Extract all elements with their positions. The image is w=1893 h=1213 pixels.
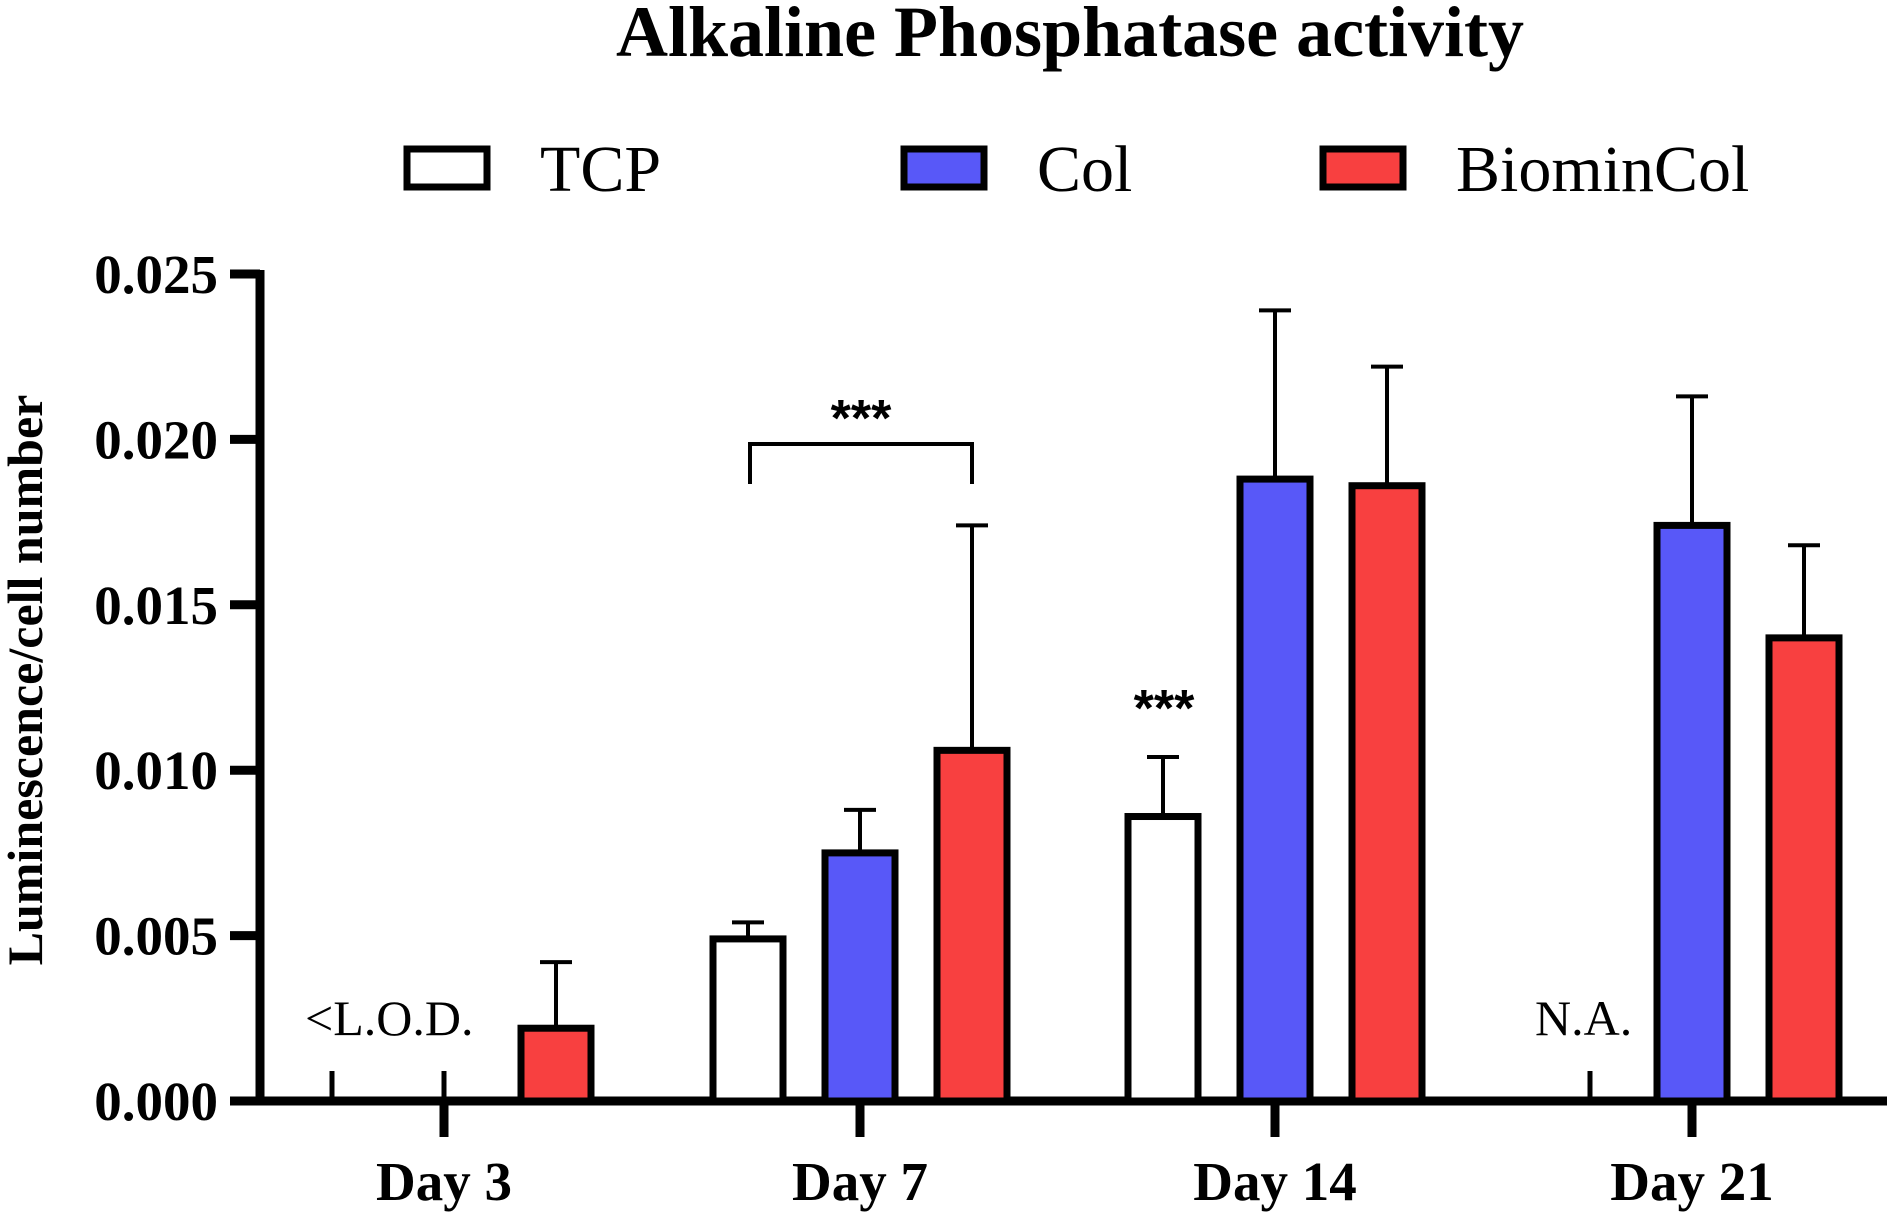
legend-label-col: Col — [1037, 133, 1132, 206]
bar-tcp-day-14 — [1124, 813, 1202, 1105]
chart-title: Alkaline Phosphatase activity — [616, 0, 1524, 72]
bar-biomincol-day-3 — [517, 1024, 595, 1105]
legend: TCP Col BiominCol — [403, 133, 1749, 206]
bar-biomincol-day-7 — [933, 746, 1011, 1105]
bar-biomincol-day-21 — [1765, 634, 1843, 1105]
na-annotation: N.A. — [1535, 990, 1632, 1046]
legend-label-biomincol: BiominCol — [1456, 133, 1749, 206]
axes — [230, 269, 1887, 1137]
y-axis-label: Luminescence/cell number — [0, 395, 53, 966]
bar-col-day-21 — [1653, 521, 1731, 1105]
bar-tcp-day-7 — [709, 935, 787, 1105]
significance-bracket — [748, 442, 974, 484]
x-tick-label: Day 7 — [792, 1151, 928, 1212]
y-tick-label: 0.025 — [94, 244, 218, 305]
y-tick-label: 0.005 — [94, 906, 218, 967]
significance-bracket-label: *** — [831, 390, 892, 448]
lod-annotation: <L.O.D. — [305, 990, 473, 1046]
legend-swatch-tcp — [403, 145, 491, 191]
x-tick-labels: Day 3 Day 7 Day 14 Day 21 — [376, 1151, 1774, 1212]
bars — [329, 475, 1843, 1105]
y-tick-label: 0.000 — [94, 1071, 218, 1132]
legend-swatch-col — [900, 145, 988, 191]
x-tick-label: Day 21 — [1610, 1151, 1773, 1212]
error-bars — [540, 308, 1820, 1029]
y-tick-label: 0.020 — [94, 409, 218, 470]
legend-swatch-biomincol — [1319, 145, 1407, 191]
x-tick-label: Day 3 — [376, 1151, 512, 1212]
y-tick-label: 0.010 — [94, 740, 218, 801]
significance-tcp-day14-label: *** — [1134, 680, 1195, 738]
legend-label-tcp: TCP — [540, 133, 661, 206]
bar-col-day-14 — [1236, 475, 1314, 1105]
bar-biomincol-day-14 — [1348, 482, 1426, 1105]
x-tick-label: Day 14 — [1193, 1151, 1356, 1212]
y-tick-labels: 0.000 0.005 0.010 0.015 0.020 0.025 — [94, 244, 218, 1132]
bar-col-day-7 — [821, 849, 899, 1105]
y-tick-label: 0.015 — [94, 575, 218, 636]
